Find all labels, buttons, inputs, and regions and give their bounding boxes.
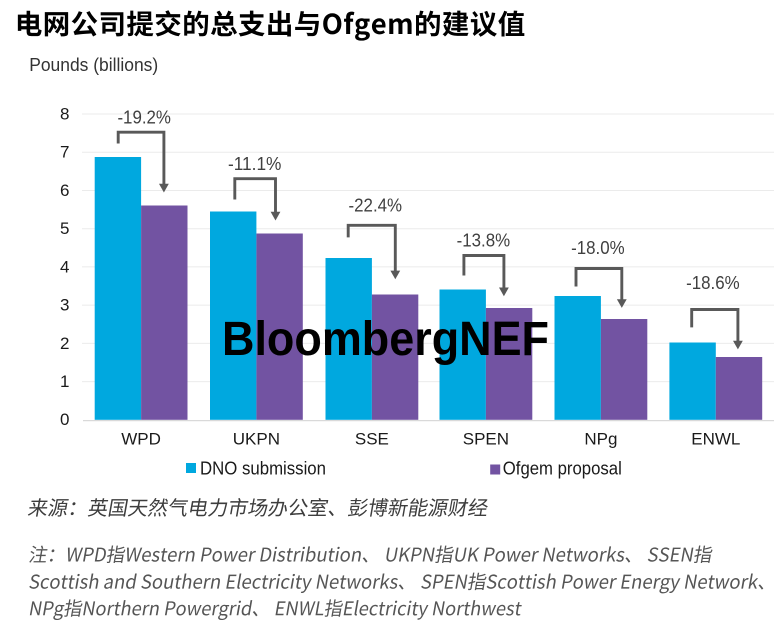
svg-text:SSE: SSE	[355, 430, 389, 449]
svg-text:7: 7	[60, 143, 69, 162]
svg-text:5: 5	[60, 219, 69, 238]
svg-text:ENWL: ENWL	[691, 430, 740, 449]
svg-text:-22.4%: -22.4%	[349, 195, 403, 215]
svg-text:3: 3	[60, 296, 69, 315]
svg-text:8: 8	[60, 104, 69, 123]
svg-text:WPD: WPD	[121, 430, 161, 449]
svg-text:4: 4	[60, 257, 69, 276]
svg-text:DNO submission: DNO submission	[200, 459, 326, 479]
svg-text:Pounds (billions): Pounds (billions)	[29, 54, 158, 75]
svg-text:0: 0	[60, 410, 69, 429]
svg-text:Ofgem proposal: Ofgem proposal	[503, 459, 622, 479]
svg-text:1: 1	[60, 372, 69, 391]
svg-text:NPg: NPg	[584, 430, 617, 449]
svg-text:-11.1%: -11.1%	[228, 154, 282, 174]
svg-text:SPEN: SPEN	[463, 430, 509, 449]
svg-text:-19.2%: -19.2%	[117, 107, 171, 127]
svg-text:6: 6	[60, 181, 69, 200]
svg-text:-18.0%: -18.0%	[571, 238, 625, 258]
svg-text:BloombergNEF: BloombergNEF	[222, 313, 549, 366]
svg-text:2: 2	[60, 334, 69, 353]
svg-text:-13.8%: -13.8%	[457, 231, 511, 251]
svg-text:UKPN: UKPN	[233, 430, 280, 449]
svg-text:-18.6%: -18.6%	[686, 273, 740, 293]
